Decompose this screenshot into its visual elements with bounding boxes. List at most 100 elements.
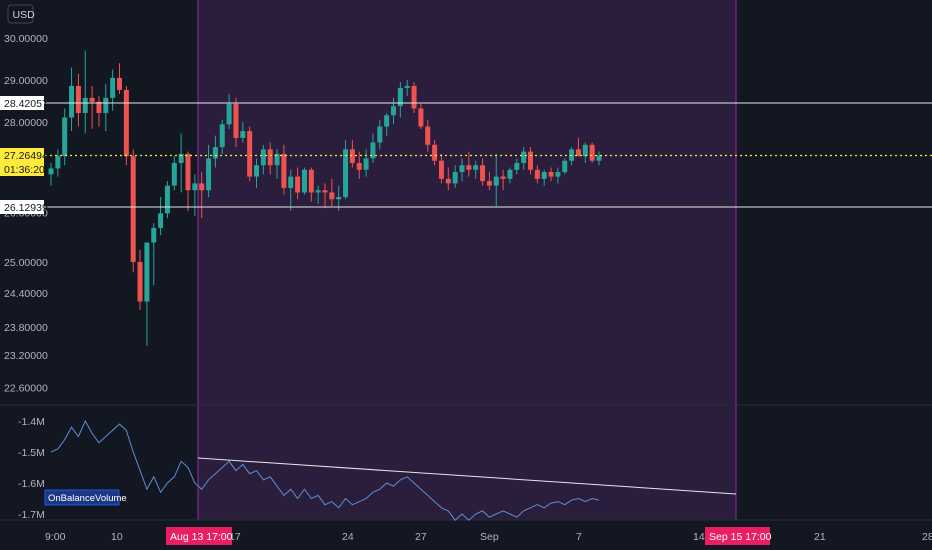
candlestick-series bbox=[48, 50, 602, 346]
indicator-label: OnBalanceVolume bbox=[48, 493, 127, 504]
candle-body bbox=[397, 87, 403, 107]
candle-body bbox=[473, 165, 479, 170]
candle-body bbox=[500, 176, 506, 179]
price-tick-label: 25.00000 bbox=[4, 257, 48, 269]
candle-body bbox=[404, 85, 410, 88]
candle-body bbox=[82, 97, 88, 113]
candle-body bbox=[349, 149, 355, 163]
candle-body bbox=[514, 162, 520, 170]
candle-body bbox=[356, 162, 362, 170]
candle-body bbox=[391, 106, 396, 116]
candle-body bbox=[589, 144, 595, 161]
candle-body bbox=[123, 89, 129, 157]
obv-line bbox=[50, 419, 600, 521]
obv-axis[interactable]: -1.4M -1.5M -1.6M -1.7M bbox=[18, 416, 45, 521]
candle-body bbox=[199, 183, 205, 191]
candle-body bbox=[528, 151, 533, 170]
candle-body bbox=[178, 153, 184, 163]
candle-body bbox=[541, 172, 547, 179]
candle-body bbox=[459, 165, 465, 173]
candle-body bbox=[384, 115, 390, 127]
candle-body bbox=[192, 183, 198, 191]
price-axis[interactable]: 30.00000 29.00000 28.00000 25.00000 24.40000… bbox=[4, 33, 48, 395]
candle-body bbox=[274, 153, 280, 166]
candle-body bbox=[363, 158, 369, 170]
candle-body bbox=[240, 131, 246, 138]
candle-body bbox=[226, 103, 232, 125]
candle-body bbox=[438, 160, 444, 179]
range-start-tag: Aug 13 17:00 bbox=[170, 531, 233, 543]
candle-body bbox=[130, 156, 136, 262]
candle-body bbox=[343, 149, 349, 197]
candle-body bbox=[69, 85, 75, 118]
price-tick-label: 23.20000 bbox=[4, 350, 48, 362]
price-tick-label: 28.00000 bbox=[4, 117, 48, 129]
candle-body bbox=[219, 124, 225, 148]
countdown-label: 01:36:20 bbox=[4, 164, 45, 176]
indicator-label-box[interactable] bbox=[44, 489, 120, 506]
candle-body bbox=[493, 176, 499, 186]
currency-button[interactable] bbox=[7, 4, 34, 24]
date-tick-label: 24 bbox=[342, 531, 354, 543]
candle-body bbox=[48, 168, 54, 175]
candle-body bbox=[521, 151, 527, 163]
range-end-tag: Sep 15 17:00 bbox=[709, 531, 772, 543]
candle-body bbox=[548, 172, 554, 177]
upper-level-label-bg bbox=[0, 96, 44, 110]
candle-body bbox=[377, 126, 383, 143]
candle-body bbox=[89, 97, 95, 102]
candle-body bbox=[288, 176, 294, 188]
candle-body bbox=[575, 149, 581, 157]
date-range-selection[interactable] bbox=[198, 0, 736, 520]
date-tick-label: 14 bbox=[693, 531, 705, 543]
date-tick-label: 10 bbox=[111, 531, 123, 543]
candle-body bbox=[267, 149, 273, 166]
candle-body bbox=[452, 172, 458, 184]
currency-button-label: USD bbox=[13, 9, 36, 21]
candle-body bbox=[254, 165, 259, 177]
obv-tick-label: -1.6M bbox=[18, 478, 45, 490]
candle-body bbox=[151, 227, 157, 243]
date-tick-label: 21 bbox=[814, 531, 826, 543]
date-tick-label: Sep bbox=[480, 531, 499, 543]
candle-body bbox=[301, 169, 307, 193]
candle-body bbox=[308, 169, 314, 193]
candle-body bbox=[62, 117, 68, 157]
candle-body bbox=[144, 242, 150, 302]
candle-body bbox=[480, 165, 486, 182]
candle-body bbox=[164, 185, 170, 214]
current-price-label-bg bbox=[0, 148, 44, 176]
obv-tick-label: -1.5M bbox=[18, 447, 45, 459]
range-start-tag-bg bbox=[166, 527, 232, 545]
price-tick-label: 24.40000 bbox=[4, 288, 48, 300]
candle-body bbox=[137, 262, 143, 302]
candle-body bbox=[596, 155, 602, 161]
candle-body bbox=[315, 190, 321, 193]
date-tick-label: 9:00 bbox=[45, 531, 66, 543]
candle-body bbox=[171, 162, 177, 186]
candle-body bbox=[281, 153, 287, 188]
date-tick-label: 27 bbox=[415, 531, 427, 543]
candle-body bbox=[185, 153, 191, 191]
candle-body bbox=[233, 103, 239, 138]
candle-body bbox=[75, 85, 81, 113]
candle-body bbox=[418, 108, 424, 127]
candle-body bbox=[432, 144, 438, 161]
candle-body bbox=[206, 158, 212, 191]
lower-level-label-bg bbox=[0, 200, 44, 214]
candle-body bbox=[117, 77, 122, 90]
candle-body bbox=[486, 181, 492, 186]
candle-body bbox=[212, 147, 218, 159]
candle-body bbox=[582, 144, 588, 157]
date-axis[interactable]: 9:00 10 17 24 27 Sep 7 14 21 28 bbox=[45, 531, 932, 543]
obv-trend-line[interactable] bbox=[197, 457, 737, 495]
candle-body bbox=[96, 101, 102, 113]
obv-tick-label: -1.4M bbox=[18, 416, 45, 428]
candle-body bbox=[555, 172, 561, 177]
price-tick-label: 29.00000 bbox=[4, 75, 48, 87]
candle-body bbox=[466, 165, 472, 170]
candle-body bbox=[562, 160, 568, 173]
obv-tick-label: -1.7M bbox=[18, 509, 45, 521]
candle-body bbox=[425, 126, 431, 145]
